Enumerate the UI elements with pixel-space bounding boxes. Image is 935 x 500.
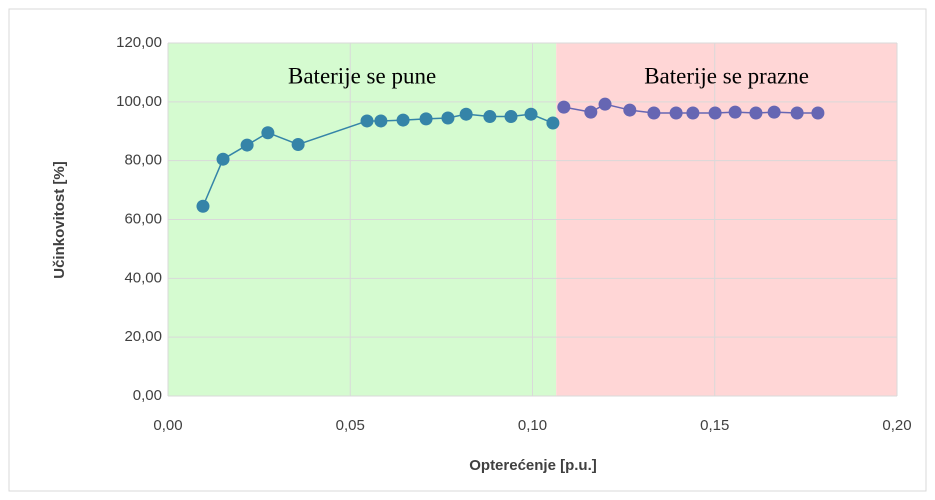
y-tick-label: 0,00 <box>133 387 162 404</box>
point <box>291 137 305 151</box>
region-label: Baterije se pune <box>288 63 436 88</box>
y-tick-label: 120,00 <box>116 34 162 51</box>
point <box>623 103 637 117</box>
point <box>584 105 598 119</box>
y-axis-title: Učinkovitost [%] <box>51 161 68 279</box>
point <box>360 114 374 128</box>
point <box>459 107 473 121</box>
region-label: Baterije se prazne <box>644 63 809 88</box>
point <box>261 126 275 140</box>
x-axis-title: Opterećenje [p.u.] <box>469 457 597 474</box>
point <box>441 111 455 125</box>
y-tick-label: 60,00 <box>124 210 162 227</box>
y-tick-label: 80,00 <box>124 152 162 169</box>
point <box>790 106 804 120</box>
point <box>216 152 230 166</box>
point <box>708 106 722 120</box>
point <box>196 199 210 213</box>
point <box>240 138 254 152</box>
point <box>546 116 560 130</box>
x-tick-label: 0,20 <box>882 417 911 434</box>
point <box>728 105 742 119</box>
x-tick-label: 0,15 <box>700 417 729 434</box>
x-tick-label: 0,10 <box>518 417 547 434</box>
x-tick-label: 0,05 <box>336 417 365 434</box>
point <box>669 106 683 120</box>
point <box>396 113 410 127</box>
y-tick-label: 40,00 <box>124 269 162 286</box>
point <box>504 110 518 124</box>
point <box>483 110 497 124</box>
point <box>598 97 612 111</box>
point <box>767 105 781 119</box>
y-tick-label: 20,00 <box>124 328 162 345</box>
point <box>811 106 825 120</box>
point <box>524 107 538 121</box>
x-tick-label: 0,00 <box>153 417 182 434</box>
point <box>374 114 388 128</box>
point <box>686 106 700 120</box>
point <box>557 100 571 114</box>
point <box>419 112 433 126</box>
y-tick-label: 100,00 <box>116 93 162 110</box>
point <box>647 106 661 120</box>
point <box>749 106 763 120</box>
